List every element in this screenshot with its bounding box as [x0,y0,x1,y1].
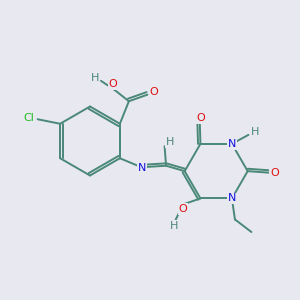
Text: H: H [91,73,99,83]
Text: Cl: Cl [23,113,34,123]
Text: H: H [166,137,174,147]
Text: N: N [228,139,236,149]
Text: N: N [228,194,236,203]
Text: O: O [109,80,117,89]
Text: H: H [170,221,178,231]
Text: O: O [196,113,205,123]
Text: O: O [270,168,279,178]
Text: N: N [138,163,146,173]
Text: H: H [251,128,259,137]
Text: O: O [150,87,158,97]
Text: O: O [179,204,188,214]
